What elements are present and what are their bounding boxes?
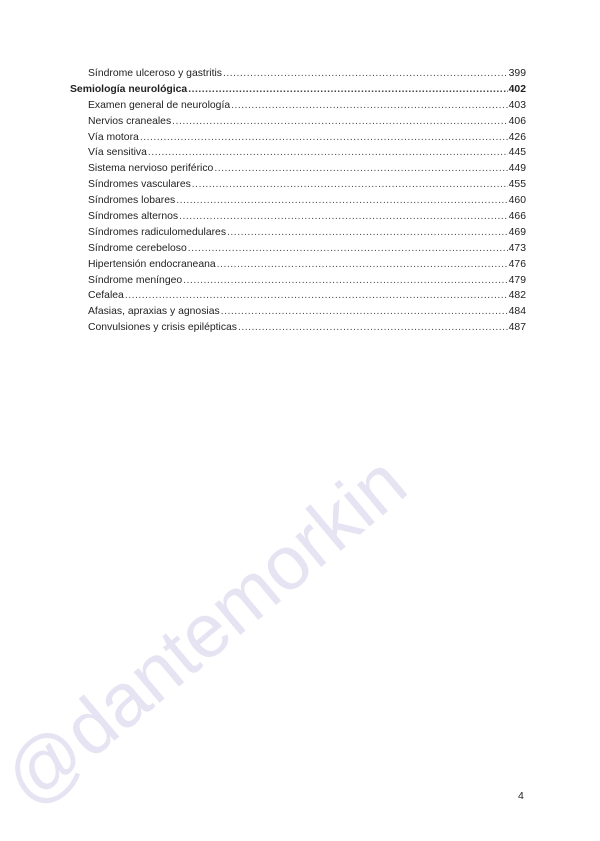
dot-leader xyxy=(179,209,508,225)
toc-entry[interactable]: Síndromes alternos 466 xyxy=(70,209,526,225)
toc-entry-title: Sistema nervioso periférico xyxy=(88,163,214,175)
toc-entry-title: Síndrome ulceroso y gastritis xyxy=(88,68,222,79)
toc-entry-title: Hipertensión endocraneana xyxy=(88,258,216,270)
toc-entry-page: 487 xyxy=(508,322,526,334)
toc-entry[interactable]: Nervios craneales 406 xyxy=(70,114,526,130)
toc-entry-title: Afasias, apraxias y agnosias xyxy=(88,306,220,318)
toc-entry-title: Cefalea xyxy=(88,290,124,302)
toc-entry-page: 460 xyxy=(508,195,526,207)
watermark: @dantemorkin xyxy=(0,439,423,824)
toc-entry[interactable]: Síndrome ulceroso y gastritis 399 xyxy=(70,66,526,82)
toc-entry-page: 455 xyxy=(508,179,526,191)
dot-leader xyxy=(188,82,507,98)
toc-entry-title: Convulsiones y crisis epilépticas xyxy=(88,322,237,334)
toc-entry-title: Vía motora xyxy=(88,131,139,143)
dot-leader xyxy=(125,288,508,304)
dot-leader xyxy=(148,145,508,161)
toc-entry-title: Síndromes vasculares xyxy=(88,179,191,191)
dot-leader xyxy=(140,130,508,146)
toc-entry[interactable]: Síndromes lobares 460 xyxy=(70,193,526,209)
dot-leader xyxy=(221,304,508,320)
toc-entry-title: Semiología neurológica xyxy=(70,83,188,95)
dot-leader xyxy=(214,161,507,177)
toc-entry[interactable]: Síndromes radiculomedulares 469 xyxy=(70,225,526,241)
toc-entry-page: 484 xyxy=(508,306,526,318)
toc-entry-page: 466 xyxy=(508,211,526,223)
dot-leader xyxy=(192,177,508,193)
toc-entry-page: 426 xyxy=(508,131,526,143)
toc-entry-page: 406 xyxy=(508,115,526,127)
dot-leader xyxy=(176,193,507,209)
toc-entry[interactable]: Examen general de neurología 403 xyxy=(70,98,526,114)
toc-entry-title: Vía sensitiva xyxy=(88,147,147,159)
toc-entry-title: Síndromes alternos xyxy=(88,211,179,223)
dot-leader xyxy=(231,98,508,114)
table-of-contents: Síndrome ulceroso y gastritis 399 Semiolog… xyxy=(70,66,526,336)
toc-entry-page: 402 xyxy=(508,83,526,95)
toc-entry[interactable]: Vía motora 426 xyxy=(70,130,526,146)
toc-entry[interactable]: Síndrome meníngeo 479 xyxy=(70,273,526,289)
toc-entry[interactable]: Sistema nervioso periférico 449 xyxy=(70,161,526,177)
dot-leader xyxy=(188,241,508,257)
toc-entry-page: 449 xyxy=(508,163,526,175)
toc-entry-title: Síndrome meníngeo xyxy=(88,274,183,286)
toc-entry[interactable]: Vía sensitiva 445 xyxy=(70,145,526,161)
toc-entry-title: Examen general de neurología xyxy=(88,99,231,111)
toc-entry-page: 473 xyxy=(508,242,526,254)
toc-entry-page: 399 xyxy=(508,68,526,79)
toc-entry-title: Síndromes lobares xyxy=(88,195,176,207)
toc-entry[interactable]: Síndrome cerebeloso 473 xyxy=(70,241,526,257)
dot-leader xyxy=(238,320,508,336)
toc-entry[interactable]: Cefalea 482 xyxy=(70,288,526,304)
toc-entry-title: Síndromes radiculomedulares xyxy=(88,226,227,238)
toc-entry-page: 469 xyxy=(508,226,526,238)
toc-entry-page: 445 xyxy=(508,147,526,159)
toc-entry-page: 482 xyxy=(508,290,526,302)
toc-entry-page: 479 xyxy=(508,274,526,286)
toc-entry-title: Nervios craneales xyxy=(88,115,172,127)
toc-entry-title: Síndrome cerebeloso xyxy=(88,242,187,254)
toc-entry-page: 403 xyxy=(508,99,526,111)
toc-entry[interactable]: Hipertensión endocraneana 476 xyxy=(70,257,526,273)
dot-leader xyxy=(172,114,507,130)
dot-leader xyxy=(223,66,508,82)
toc-entry[interactable]: Semiología neurológica 402 xyxy=(70,82,526,98)
dot-leader xyxy=(217,257,508,273)
toc-entry-page: 476 xyxy=(508,258,526,270)
page-number: 4 xyxy=(518,790,524,802)
toc-entry[interactable]: Síndromes vasculares 455 xyxy=(70,177,526,193)
dot-leader xyxy=(183,273,508,289)
toc-entry[interactable]: Afasias, apraxias y agnosias 484 xyxy=(70,304,526,320)
dot-leader xyxy=(227,225,508,241)
toc-entry[interactable]: Convulsiones y crisis epilépticas 487 xyxy=(70,320,526,336)
